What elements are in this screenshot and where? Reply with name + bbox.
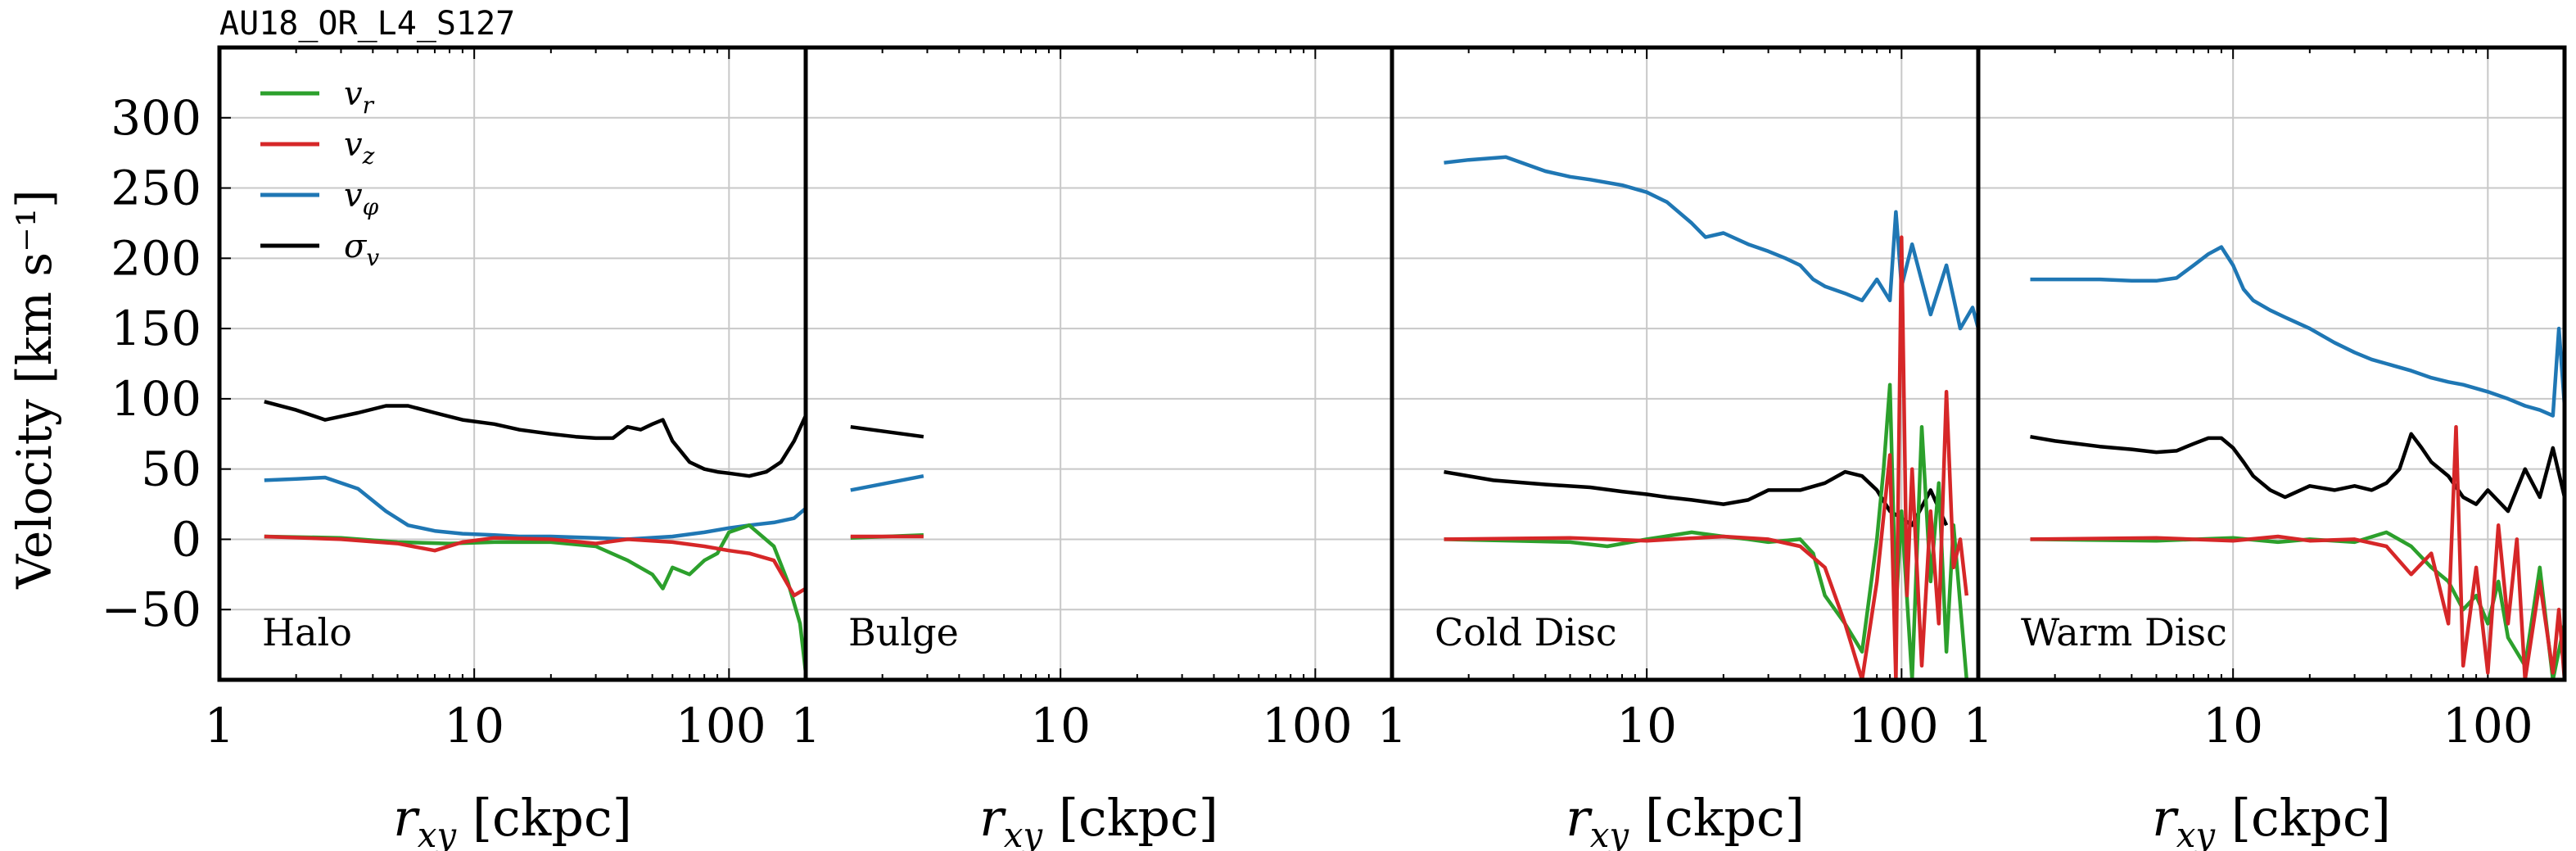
grid: [806, 48, 1392, 680]
x-axis-label: rxy [ckpc]: [393, 788, 632, 851]
x-tick-label: 1: [1964, 698, 1994, 754]
panel-label: Halo: [262, 610, 352, 654]
legend-label: vz: [344, 126, 375, 170]
panel-label: Cold Disc: [1435, 610, 1617, 654]
series-vz: [1444, 235, 1969, 680]
panel-halo: Halo 1 10 100 rxy [ckpc] 300 250 200 150 100 50 0 −5…: [102, 45, 808, 851]
y-tick-label: 50: [141, 441, 201, 497]
series-vphi: [1444, 155, 1978, 331]
legend: vr vz vφ σv: [260, 75, 379, 271]
y-tick-label: 300: [111, 90, 201, 146]
series-sigma: [2030, 432, 2565, 514]
y-tick-label: −50: [102, 582, 201, 637]
x-tick-label: 1: [205, 698, 235, 754]
series-vphi: [2030, 245, 2565, 418]
x-tick-label: 1: [1377, 698, 1408, 754]
series-vphi: [264, 475, 806, 541]
panel-frame: [1390, 45, 1981, 682]
series-sigma: [1444, 469, 1949, 527]
y-tick-label: 150: [111, 301, 201, 356]
panel-bulge: Bulge 1 10 100 rxy [ckpc]: [791, 45, 1394, 851]
x-tick-label: 1: [791, 698, 821, 754]
x-ticks: [805, 48, 1393, 680]
legend-label: vr: [344, 75, 375, 119]
x-tick-label: 10: [2203, 698, 2263, 754]
legend-label: σv: [344, 228, 379, 271]
y-tick-label: 0: [171, 511, 201, 567]
series-vz: [2030, 424, 2565, 680]
series-sigma: [850, 424, 924, 439]
x-tick-label: 10: [1030, 698, 1091, 754]
series-vz: [264, 534, 806, 598]
panel-cold-disc: Cold Disc 1 10 100 rxy [ckpc]: [1377, 45, 1981, 851]
panel-label: Bulge: [848, 610, 959, 654]
grid: [1978, 48, 2565, 680]
series-lines: [850, 424, 924, 540]
y-tick-label: 250: [111, 161, 201, 216]
figure-title: AU18_OR_L4_S127: [219, 5, 515, 43]
series-vphi: [850, 473, 924, 492]
x-tick-label: 100: [676, 698, 766, 754]
x-tick-label: 100: [2443, 698, 2533, 754]
x-ticks: [1391, 48, 1979, 680]
x-tick-label: 10: [1616, 698, 1677, 754]
series-lines: [2030, 245, 2565, 680]
y-tick-label: 100: [111, 371, 201, 427]
panel-frame: [803, 45, 1394, 682]
legend-label: vφ: [344, 177, 379, 220]
panel-frame: [1976, 45, 2567, 682]
y-axis-label: Velocity [km s⁻¹]: [7, 189, 62, 589]
y-tick-label: 200: [111, 230, 201, 286]
x-axis-label: rxy [ckpc]: [1566, 788, 1805, 851]
x-tick-label: 10: [444, 698, 504, 754]
x-tick-label: 100: [1848, 698, 1939, 754]
series-lines: [1444, 155, 1978, 680]
x-axis-label: rxy [ckpc]: [2152, 788, 2391, 851]
panel-warm-disc: Warm Disc 1 10 100 rxy [ckpc]: [1964, 45, 2567, 851]
x-axis-label: rxy [ckpc]: [979, 788, 1218, 851]
series-lines: [264, 400, 806, 673]
grid: [1392, 48, 1978, 680]
panel-label: Warm Disc: [2021, 610, 2227, 654]
series-sigma: [264, 400, 806, 478]
x-tick-label: 100: [1262, 698, 1353, 754]
